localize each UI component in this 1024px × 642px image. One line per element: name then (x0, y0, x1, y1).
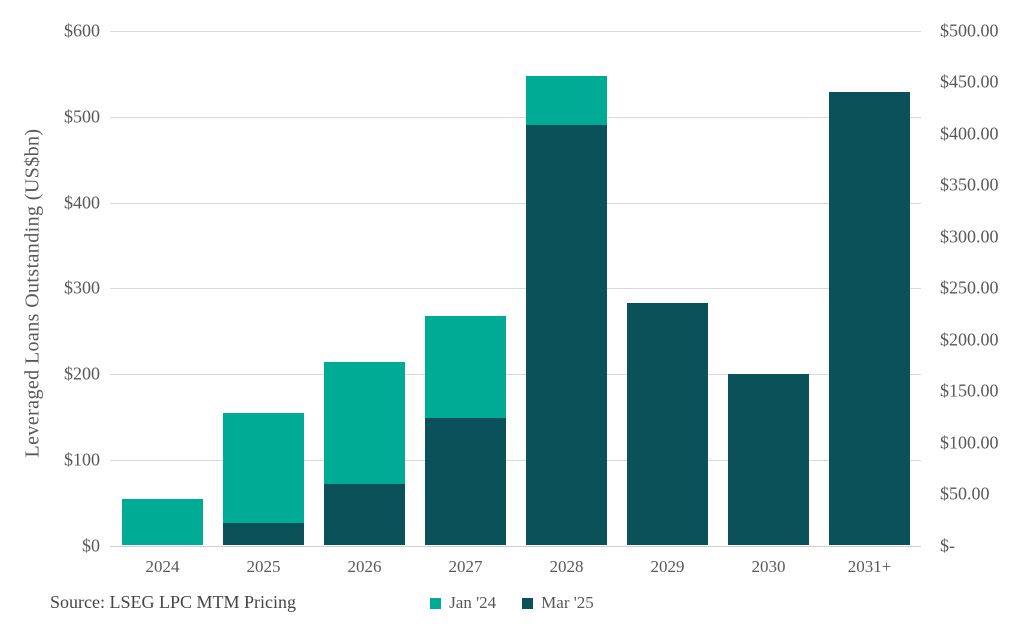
left-axis-tick-label: $400 (64, 192, 100, 212)
x-axis-label-2027: 2027 (448, 557, 483, 576)
bar-mar-25-2027 (425, 417, 506, 546)
left-axis-tick-label: $200 (64, 363, 100, 384)
x-axis-line (110, 545, 921, 547)
source-note: Source: LSEG LPC MTM Pricing (50, 592, 296, 612)
gridline (110, 116, 921, 118)
x-axis-label-2026: 2026 (347, 557, 382, 576)
bar-mar-25-2028 (526, 124, 607, 546)
x-axis-label-2031: 2031+ (847, 557, 892, 576)
x-axis-label-2028: 2028 (549, 557, 584, 576)
bar-mar-25-2031 (829, 91, 910, 546)
x-axis-label-2025: 2025 (246, 557, 281, 576)
gridline (110, 288, 921, 290)
x-axis-label-2024: 2024 (145, 557, 180, 576)
x-axis-label-2030: 2030 (751, 557, 786, 576)
left-axis-tick-label: $0 (82, 535, 100, 555)
right-axis-tick-label: $350.00 (940, 174, 999, 195)
x-axis-label-2029: 2029 (650, 557, 685, 576)
right-axis-tick-label: $450.00 (940, 71, 999, 92)
legend-item-mar-25: Mar '25 (522, 593, 594, 613)
bar-jan-24-2024 (122, 499, 203, 546)
right-axis-tick-label: $300.00 (940, 226, 999, 247)
legend-swatch-mar-25 (522, 597, 534, 609)
legend-item-jan-24: Jan '24 (430, 593, 496, 613)
bar-mar-25-2026 (324, 483, 405, 546)
left-axis-tick-label: $500 (64, 106, 100, 127)
legend-swatch-jan-24 (430, 597, 442, 609)
right-axis-tick-label: $200.00 (940, 329, 999, 350)
gridline (110, 459, 921, 461)
gridline (110, 31, 921, 32)
legend-label-jan-24: Jan '24 (449, 593, 497, 612)
right-axis-tick-label: $500.00 (940, 20, 999, 41)
right-axis-tick-label: $50.00 (940, 483, 990, 504)
right-axis-tick-label: $400.00 (940, 123, 999, 144)
gridline (110, 374, 921, 375)
legend-label-mar-25: Mar '25 (541, 593, 594, 612)
right-axis-tick-label: $- (940, 535, 955, 555)
right-axis-tick-label: $100.00 (940, 432, 999, 453)
right-axis-tick-label: $150.00 (940, 380, 999, 401)
left-axis-tick-label: $300 (64, 277, 100, 298)
left-axis-tick-label: $100 (64, 449, 100, 470)
right-axis-tick-label: $250.00 (940, 277, 999, 298)
bar-mar-25-2025 (223, 522, 304, 546)
left-axis-tick-label: $600 (64, 20, 100, 41)
bar-mar-25-2030 (728, 373, 809, 546)
gridline (110, 202, 921, 204)
bar-mar-25-2029 (627, 302, 708, 546)
